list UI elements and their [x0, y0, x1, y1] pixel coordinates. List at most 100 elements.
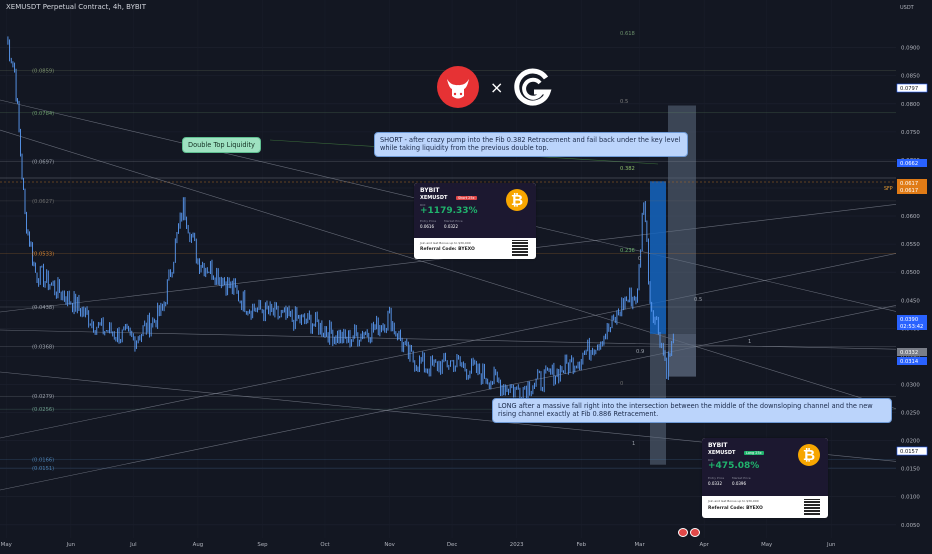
time-tick-label: 2023 [510, 542, 524, 548]
symbol-title[interactable]: XEMUSDT Perpetual Contract, 4h, BYBIT [6, 3, 147, 11]
price-badge [897, 186, 927, 194]
time-tick-label: Jun [826, 542, 835, 548]
left-fib-label: (0.0279) [32, 394, 54, 400]
fib-level-label: 0.5 [694, 297, 702, 303]
trendline [0, 245, 932, 439]
trendline [0, 297, 932, 491]
price-badge [896, 446, 928, 456]
price-tick-label: 0.0900 [901, 46, 920, 52]
price-badge-label: 0.0390 [900, 317, 918, 323]
price-badge-label: 0.0662 [900, 161, 918, 167]
bull-logo-icon [437, 66, 479, 108]
time-axis [0, 538, 932, 550]
time-tick-label: Sep [257, 542, 268, 548]
price-tick-label: 0.0150 [901, 467, 920, 473]
card-referral: Referral Code: BYEXO [708, 506, 763, 511]
price-badge [897, 315, 927, 323]
bitcoin-icon: ₿ [798, 444, 820, 466]
card-exit: 0.0396 [732, 481, 746, 486]
times-icon: × [490, 78, 504, 97]
price-badge [896, 83, 928, 93]
price-badge [897, 179, 927, 187]
short-callout: SHORT - after crazy pump into the Fib 0.… [374, 132, 688, 157]
price-tick-label: 0.0200 [901, 439, 920, 445]
flag-icon[interactable] [678, 528, 688, 537]
flag-icon[interactable] [690, 528, 700, 537]
left-fib-label: (0.0784) [32, 111, 54, 117]
price-badge [897, 322, 927, 330]
price-tick-label: 0.0250 [901, 411, 920, 417]
short-trade-card: BYBIT XEMUSDT Short 25x ROI +1179.33% En… [414, 183, 536, 259]
fib-level-label: 0 [620, 381, 623, 387]
fib-level-label: 1 [632, 441, 635, 447]
time-tick-label: Mar [634, 542, 645, 548]
event-flags[interactable] [678, 528, 700, 537]
card-referral-note: Join and Get Bonus up to $30,000 [708, 499, 759, 503]
bitcoin-icon: ₿ [506, 189, 528, 211]
card-pair: XEMUSDT [420, 195, 448, 201]
fib-level-label: 0.236 [620, 248, 635, 254]
time-tick-label: Aug [193, 542, 204, 548]
price-tick-label: 0.0600 [901, 214, 920, 220]
price-badge [897, 357, 927, 365]
card-entry: 0.0332 [708, 481, 722, 486]
card-exit-label: Market Price [732, 476, 751, 480]
price-tick-label: 0.0450 [901, 298, 920, 304]
fib-level-label: 0.9 [636, 349, 644, 355]
qr-code-icon [512, 240, 528, 256]
time-tick-label: Apr [700, 542, 710, 548]
fib-level-label: 1 [748, 339, 751, 345]
price-tick-label: 0.0850 [901, 74, 920, 80]
left-fib-label: (0.0697) [32, 160, 54, 166]
left-fib-label: (0.0166) [32, 458, 54, 464]
price-badge-label: 0.0332 [900, 350, 918, 356]
card-pair: XEMUSDT [708, 450, 736, 456]
price-tick-label: 0.0750 [901, 130, 920, 136]
card-referral: Referral Code: BYEXO [420, 247, 475, 252]
g-logo-icon [512, 66, 554, 108]
card-referral-note: Join and Get Bonus up to $30,000 [420, 241, 471, 245]
card-entry: 0.0616 [420, 224, 434, 229]
price-badge [897, 159, 927, 167]
time-tick-label: Jul [129, 542, 137, 548]
card-exit-label: Market Price [444, 219, 463, 223]
left-fib-label: (0.0256) [32, 407, 54, 413]
card-exit: 0.0322 [444, 224, 458, 229]
left-fib-label: (0.0627) [32, 199, 54, 205]
card-tag: Long 25x [744, 451, 764, 455]
time-tick-label: Dec [447, 542, 457, 548]
price-badge-label: 02:53:42 [900, 324, 923, 330]
price-tick-label: 0.0300 [901, 382, 920, 388]
price-badge-label: 0.0314 [900, 359, 919, 365]
price-tick-label: 0.0800 [901, 102, 920, 108]
qr-code-icon [804, 499, 820, 515]
price-tick-label: 0.0500 [901, 270, 920, 276]
short-target-zone [650, 181, 666, 334]
long-trade-card: BYBIT XEMUSDT Long 25x ROI +475.08% Entr… [702, 438, 828, 518]
card-roi-label: ROI [420, 203, 426, 207]
time-tick-label: May [1, 542, 13, 548]
bybit-brand: BYBIT [708, 442, 728, 449]
card-roi: +475.08% [708, 461, 760, 471]
card-roi-label: ROI [708, 458, 714, 462]
time-tick-label: May [761, 542, 773, 548]
left-fib-label: (0.0368) [32, 344, 54, 350]
price-tick-label: 0.0550 [901, 242, 920, 248]
left-fib-label: (0.0151) [32, 466, 54, 472]
left-fib-label: (0.0859) [32, 69, 54, 75]
fib-level-label: 0.618 [620, 31, 635, 37]
long-entry-zone [668, 333, 696, 377]
price-badge [897, 348, 927, 356]
price-axis-currency: USDT [900, 5, 915, 11]
time-tick-label: Oct [320, 542, 329, 548]
trendline [0, 329, 932, 351]
trendline [0, 129, 932, 421]
fib-level-label: 0.5 [620, 99, 628, 105]
price-badge-label: 0.0157 [900, 449, 918, 455]
left-fib-label: (0.0438) [32, 305, 54, 311]
card-entry-label: Entry Price [420, 219, 437, 223]
time-tick-label: Nov [384, 542, 395, 548]
price-badge-label: 0.0797 [900, 86, 918, 92]
price-tick-label: 0.0050 [901, 523, 920, 529]
fib-level-label: 0.382 [620, 166, 635, 172]
